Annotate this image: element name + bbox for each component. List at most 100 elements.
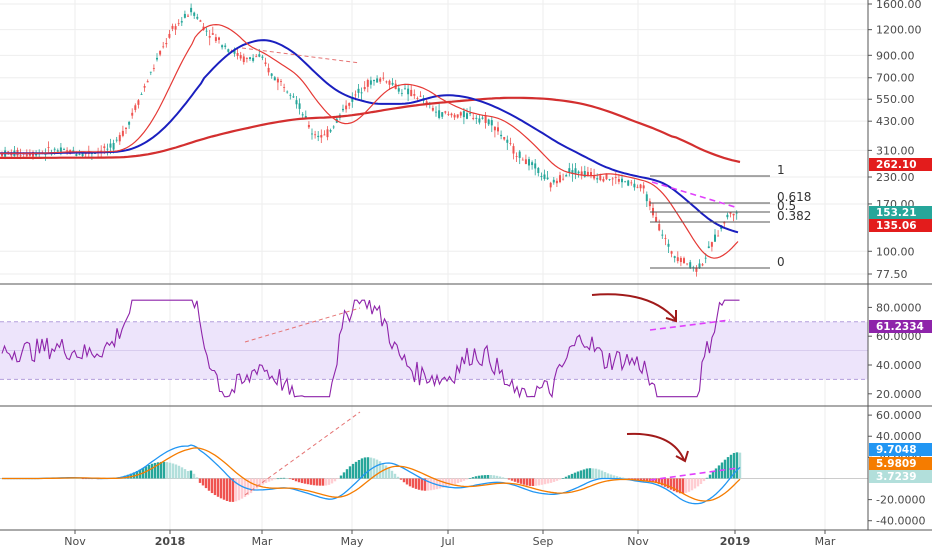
macd-histogram-bar [489,474,493,479]
macd-histogram-bar [582,469,586,479]
x-axis-label: Nov [627,535,649,548]
candle-body [655,217,658,222]
candle-body [586,171,589,176]
candle-body [555,180,558,184]
macd-histogram-bar [687,478,691,492]
candle-body [528,159,530,166]
macd-histogram-bar [201,478,205,486]
candle-body [397,88,400,92]
candle-body [193,12,196,16]
candle-body [608,179,611,181]
candle-body [661,234,664,236]
macd-histogram-bar [81,478,85,480]
candle-body [249,57,251,59]
macd-histogram-bar [177,465,181,479]
candle-body [366,79,369,87]
candle-body [714,234,716,242]
macd-histogram-bar [147,464,151,479]
price-tag [869,206,932,219]
candle-body [373,80,375,82]
macd-histogram-bar [288,478,292,480]
candle-body [580,171,583,175]
macd-histogram-bar [717,465,721,479]
macd-histogram-bar [534,478,538,486]
macd-histogram-bar [537,478,541,486]
candle-body [562,178,565,180]
candle-body [518,151,521,158]
fib-level-label: 0.618 [777,190,811,204]
macd-histogram-bar [621,477,625,479]
macd-histogram-bar [666,478,670,489]
macd-histogram-bar [639,478,643,482]
macd-histogram-bar [306,478,310,485]
candle-body [614,177,617,179]
candle-body [59,147,62,152]
macd-histogram-bar [702,478,706,482]
candle-body [531,162,534,166]
macd-histogram-bar [495,475,499,479]
arrow-head-icon [665,310,677,323]
x-axis-label: Nov [64,535,86,548]
price-axis-label: 430.00 [876,115,915,128]
candle-body [633,183,636,188]
macd-histogram-bar [309,478,313,485]
candle-body [559,175,561,183]
pane-frames [0,0,932,531]
candle-body [568,168,571,173]
candle-body [227,49,230,52]
macd-axis-label: 60.0000 [876,409,922,422]
macd-histogram-bar [642,478,646,482]
candle-body [509,143,512,145]
rsi-axis-label: 60.0000 [876,330,922,343]
macd-histogram-bar [735,452,739,479]
macd-histogram-bar [522,478,526,485]
candle-body [552,179,555,183]
ma-50-line [0,39,739,234]
candle-body [683,258,685,264]
macd-histogram-bar [477,475,481,479]
candle-body [382,77,385,79]
candle-body [627,180,630,186]
candle-body [453,114,456,118]
ma-200-line [0,96,741,164]
candle-body [35,153,38,156]
candle-body [590,172,592,176]
annotation-arrow [626,432,685,461]
candle-body [710,242,713,247]
macd-histogram-bar [297,478,301,483]
candle-body [639,184,642,189]
candle-body [221,45,224,48]
candle-body [75,154,78,156]
candle-body [602,178,605,182]
candle-body [503,137,506,140]
macd-histogram-bar [375,459,379,479]
x-axis-label: Mar [815,535,836,548]
macd-histogram-bar [663,478,667,487]
macd-histogram-bar [363,457,367,479]
macd-histogram-bar [165,462,169,479]
candle-body [484,115,487,123]
macd-histogram-bar [696,478,700,487]
macd-histogram-bar [516,478,520,483]
macd-histogram-bar [531,478,535,486]
macd-histogram-bar [378,461,382,479]
candle-body [134,105,137,110]
macd-histogram-bar [315,478,319,486]
arrow-head-icon [675,450,689,463]
rsi-axis-label: 20.0000 [876,388,922,401]
candle-body [565,175,568,177]
macd-histogram-bar [276,478,280,480]
candle-body [549,182,552,188]
price-axis-label: 77.50 [876,268,908,281]
candle-body [187,15,189,17]
macd-histogram-bar [204,478,208,489]
candle-body [233,50,236,54]
macd-histogram-bar [75,478,79,479]
candle-body [7,151,10,153]
macd-histogram-bar [273,478,277,480]
macd-histogram-bar [468,478,472,479]
macd-histogram-bar [408,478,412,487]
macd-histogram-bar [474,476,478,479]
price-tag-label: 153.21 [876,207,917,219]
trendline-dashed [244,411,361,496]
